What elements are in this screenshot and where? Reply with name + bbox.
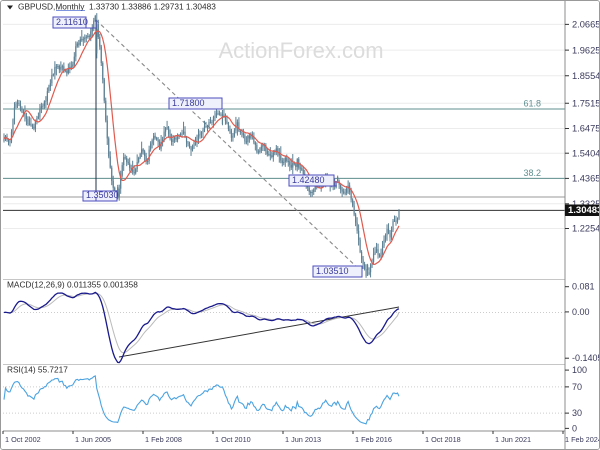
svg-text:1.03510: 1.03510 [316,266,349,276]
svg-text:1.96255: 1.96255 [572,45,600,55]
svg-text:1 Oct 2010: 1 Oct 2010 [215,435,251,444]
svg-text:0.081: 0.081 [572,282,595,292]
svg-text:1.22545: 1.22545 [572,224,600,234]
svg-text:100: 100 [572,365,587,375]
svg-text:1.54045: 1.54045 [572,148,600,158]
svg-text:1 Oct 2002: 1 Oct 2002 [5,435,41,444]
svg-text:RSI(14) 55.7217: RSI(14) 55.7217 [7,365,68,375]
svg-text:30: 30 [572,408,582,418]
svg-text:1 Jun 2021: 1 Jun 2021 [495,435,531,444]
svg-text:1 Feb 2016: 1 Feb 2016 [355,435,392,444]
svg-text:1 Feb 2024: 1 Feb 2024 [565,435,600,444]
svg-text:1.71800: 1.71800 [172,98,205,108]
svg-text:38.2: 38.2 [523,168,541,178]
svg-text:1.33730 1.33886 1.29731 1.3048: 1.33730 1.33886 1.29731 1.30483 [89,2,216,12]
svg-text:1.43650: 1.43650 [572,174,600,184]
svg-text:1.75150: 1.75150 [572,99,600,109]
svg-text:1 Feb 2008: 1 Feb 2008 [145,435,182,444]
svg-text:1 Oct 2018: 1 Oct 2018 [425,435,461,444]
svg-text:1.85545: 1.85545 [572,71,600,81]
svg-text:0.00: 0.00 [572,307,590,317]
svg-text:61.8: 61.8 [523,99,541,109]
svg-text:ActionForex.com: ActionForex.com [218,38,383,63]
svg-text:1.42480: 1.42480 [292,175,325,185]
svg-text:-0.140543: -0.140543 [572,353,600,363]
svg-text:2.11610: 2.11610 [56,17,88,27]
svg-text:1.30483: 1.30483 [568,205,600,216]
svg-text:1.35030: 1.35030 [86,190,119,200]
svg-text:1.64755: 1.64755 [572,124,600,134]
svg-text:70: 70 [572,382,582,392]
svg-text:1 Jun 2005: 1 Jun 2005 [75,435,111,444]
svg-text:1 Jun 2013: 1 Jun 2013 [285,435,321,444]
svg-text:0: 0 [572,423,577,433]
svg-text:MACD(12,26,9) 0.011355 0.00135: MACD(12,26,9) 0.011355 0.001358 [7,280,138,290]
svg-text:2.06650: 2.06650 [572,20,600,30]
svg-text:GBPUSD,Monthly: GBPUSD,Monthly [18,2,85,12]
